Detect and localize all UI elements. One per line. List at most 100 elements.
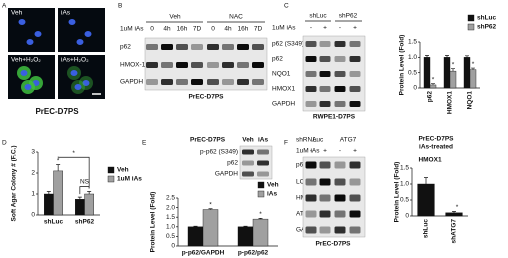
y-tick-label: 2.0 xyxy=(166,204,175,211)
legend-swatch xyxy=(257,181,265,189)
bar xyxy=(202,209,219,247)
blot-band xyxy=(242,149,254,155)
lane-label: 4h xyxy=(163,26,171,33)
blot-band xyxy=(207,79,219,85)
lane-label: 7D xyxy=(254,26,263,33)
x-tick-label: shLuc xyxy=(44,219,64,226)
blot-band xyxy=(305,194,317,202)
annotation: * xyxy=(432,76,435,83)
legend-label: Veh xyxy=(267,182,279,189)
y-axis-label: Protein Level (Fold) xyxy=(399,35,406,96)
row-label: p62 xyxy=(296,162,307,169)
y-tick-label: 0.5 xyxy=(408,69,417,76)
row-label: p62 xyxy=(272,56,283,63)
error-bar xyxy=(424,177,428,184)
bar xyxy=(237,226,254,247)
chart-title: PrEC-D7PS xyxy=(418,136,454,143)
micrograph xyxy=(58,55,105,99)
blot-band xyxy=(349,226,361,234)
blot-band xyxy=(146,79,158,85)
y-tick-label: 1.0 xyxy=(166,224,175,231)
blot-band xyxy=(349,86,361,92)
nucleus xyxy=(24,84,32,90)
x-tick-label: shP62 xyxy=(75,219,95,226)
blot-band xyxy=(237,44,249,50)
blot-band xyxy=(349,178,361,186)
blot-band xyxy=(334,71,346,77)
blot-band xyxy=(334,161,346,169)
legend-label: iAs xyxy=(267,191,278,198)
panel-letter: A xyxy=(2,3,7,10)
blot-band xyxy=(349,71,361,77)
lane-label: + xyxy=(323,148,327,155)
shrna-label: shRNA xyxy=(296,137,317,144)
bar xyxy=(445,212,463,217)
lane-label: 0 xyxy=(211,26,215,33)
blot-band xyxy=(257,171,269,177)
nucleus xyxy=(74,84,82,90)
blot-band xyxy=(334,210,346,218)
y-tick-label: 0 xyxy=(405,213,409,220)
bar xyxy=(417,183,435,217)
blot-band xyxy=(319,56,331,62)
blot-band xyxy=(319,178,331,186)
group-label: shLuc xyxy=(309,13,327,20)
panel-letter: F xyxy=(284,140,288,147)
nucleus xyxy=(18,19,26,25)
lane-label: Veh xyxy=(242,137,254,144)
blot-band xyxy=(191,62,203,68)
blot-band xyxy=(305,86,317,92)
legend-swatch xyxy=(467,23,475,31)
blot-band xyxy=(252,44,264,50)
bar xyxy=(53,170,64,216)
bracket xyxy=(57,156,90,189)
blot-band xyxy=(161,62,173,68)
blot-band xyxy=(222,62,234,68)
blot-band xyxy=(334,194,346,202)
chart-panel-title: HMOX1 xyxy=(418,157,442,164)
group-label: Veh xyxy=(169,14,181,21)
bar xyxy=(443,57,451,89)
blot-band xyxy=(222,44,234,50)
blot-band xyxy=(222,79,234,85)
treatment-label: 1uM iAs xyxy=(296,148,320,155)
blot-band xyxy=(319,161,331,169)
blot-band xyxy=(319,210,331,218)
error-bar xyxy=(208,208,213,210)
legend-label: 1uM iAs xyxy=(117,176,142,183)
lane-label: iAs xyxy=(258,137,269,144)
nucleus xyxy=(82,80,90,86)
nucleus xyxy=(20,70,28,76)
bar xyxy=(429,84,437,89)
lane-label: + xyxy=(353,25,357,32)
image-label: Veh+H₂O₂ xyxy=(11,57,41,64)
y-axis-label: Protein Level (Fold) xyxy=(394,162,401,223)
blot-band xyxy=(305,56,317,62)
bar xyxy=(449,70,457,89)
row-label: NQO1 xyxy=(272,71,291,78)
error-bar xyxy=(87,191,92,194)
blot-band xyxy=(349,41,361,47)
y-tick-label: 0.5 xyxy=(400,197,409,204)
annotation: * xyxy=(452,61,455,68)
blot-band xyxy=(334,226,346,234)
y-tick-label: 3 xyxy=(31,149,35,156)
blot-band xyxy=(305,210,317,218)
error-bar xyxy=(46,191,51,194)
panel-letter: B xyxy=(118,3,122,10)
bar xyxy=(44,193,54,216)
blot-band xyxy=(334,101,346,107)
error-bar xyxy=(452,211,456,213)
blot-band xyxy=(176,79,188,85)
caption: PrEC-D7PS xyxy=(188,94,224,101)
annotation: * xyxy=(72,150,75,157)
y-tick-label: 1 xyxy=(31,191,35,198)
y-tick-label: 0 xyxy=(31,212,35,219)
row-label: p62 (S349) xyxy=(272,41,304,48)
caption: RWPE1-D7PS xyxy=(313,114,356,121)
legend-label: shLuc xyxy=(477,15,497,22)
error-bar xyxy=(258,218,263,220)
image-label: iAs+H₂O₂ xyxy=(61,57,89,64)
annotation: * xyxy=(472,61,475,68)
